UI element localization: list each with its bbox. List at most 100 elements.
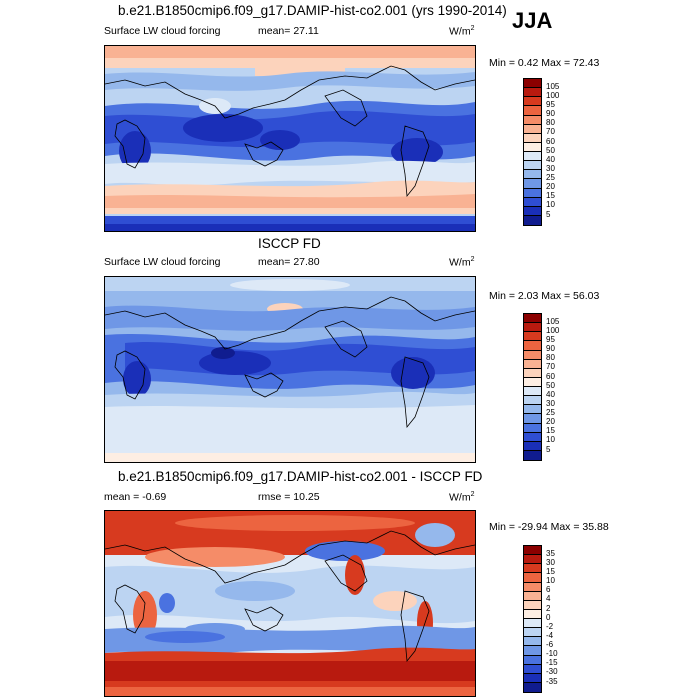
panel2-tick: 100 [546,326,560,335]
panel2-colorbar-bin [524,405,541,415]
panel1-tick: 105 [546,82,560,91]
panel1-colorbar-bin [524,161,541,171]
panel3-colorbar-bin [524,637,541,647]
panel2-colorbar-bin [524,350,541,360]
panel2-colorbar-bin [524,414,541,424]
panel1-tick: 70 [546,127,555,136]
panel1-mean: mean= 27.11 [258,25,319,37]
panel1-tick: 15 [546,191,555,200]
panel1-colorbar-bin [524,179,541,189]
panel1-colorbar-bin [524,124,541,134]
panel2-tick: 15 [546,426,555,435]
panel2-colorbar [523,313,542,461]
panel3-colorbar-bin [524,555,541,565]
panel1-colorbar-bin [524,97,541,107]
panel1-units: W/m2 [449,25,475,38]
panel3-colorbar-bin [524,682,541,692]
panel3-colorbar-bin [524,673,541,683]
panel1-colorbar-bin [524,170,541,180]
panel1-tick: 60 [546,137,555,146]
panel3-colorbar [523,545,542,693]
panel3-colorbar-bin [524,646,541,656]
panel2-colorbar-bin [524,432,541,442]
panel1-colorbar-bin [524,188,541,198]
panel1-tick: 90 [546,109,555,118]
panel2-units: W/m2 [449,256,475,269]
season-label: JJA [512,8,553,33]
panel1-tick: 100 [546,91,560,100]
panel2-tick: 25 [546,408,555,417]
panel3-colorbar-bin [524,628,541,638]
panel3-tick: 10 [546,576,555,585]
panel1-tick: 20 [546,182,555,191]
panel2-tick: 95 [546,335,555,344]
panel1-tick: 10 [546,200,555,209]
panel2-colorbar-bin [524,441,541,451]
panel3-tick: -30 [546,667,558,676]
panel2-colorbar-bin [524,323,541,333]
panel3-rmse: rmse = 10.25 [258,491,320,503]
panel3-tick: 30 [546,558,555,567]
panel2-map [104,276,476,463]
panel2-tick: 50 [546,381,555,390]
panel1-colorbar-bin [524,115,541,125]
panel3-colorbar-bin [524,655,541,665]
panel1-colorbar-bin [524,106,541,116]
panel2-colorbar-bin [524,396,541,406]
panel1-colorbar-bin [524,215,541,225]
panel3-tick: -15 [546,658,558,667]
panel1-tick: 5 [546,210,551,219]
panel3-minmax: Min = -29.94 Max = 35.88 [489,521,609,533]
panel3-tick: 6 [546,585,551,594]
panel3-colorbar-bin [524,600,541,610]
panel1-colorbar-bin [524,206,541,216]
panel1-colorbar-bin [524,79,541,89]
panel1-tick: 95 [546,100,555,109]
panel2-tick: 10 [546,435,555,444]
panel2-tick: 30 [546,399,555,408]
panel3-colorbar-bin [524,564,541,574]
panel1-colorbar-bin [524,133,541,143]
panel1-tick: 40 [546,155,555,164]
panel1-colorbar-bin [524,88,541,98]
panel2-tick: 80 [546,353,555,362]
panel3-tick: 0 [546,613,551,622]
panel3-colorbar-bin [524,609,541,619]
panel1-map [104,45,476,232]
panel2-tick: 20 [546,417,555,426]
panel3-mean: mean = -0.69 [104,491,167,503]
panel1-tick: 50 [546,146,555,155]
panel1-colorbar [523,78,542,226]
panel2-tick: 40 [546,390,555,399]
panel2-tick: 90 [546,344,555,353]
panel3-colorbar-bin [524,591,541,601]
panel3-colorbar-bin [524,664,541,674]
panel2-colorbar-bin [524,450,541,460]
panel3-tick: -10 [546,649,558,658]
panel3-tick: 15 [546,567,555,576]
panel2-map-field [105,277,475,462]
panel3-colorbar-bin [524,619,541,629]
panel2-variable-label: Surface LW cloud forcing [104,256,221,268]
panel1-tick: 25 [546,173,555,182]
panel3-tick: -6 [546,640,554,649]
panel2-tick: 70 [546,362,555,371]
panel2-tick: 60 [546,372,555,381]
panel2-title: ISCCP FD [258,236,321,251]
panel1-colorbar-bin [524,197,541,207]
panel3-tick: 35 [546,549,555,558]
panel2-mean: mean= 27.80 [258,256,320,268]
panel2-colorbar-bin [524,314,541,324]
panel3-map [104,510,476,697]
panel2-colorbar-bin [524,377,541,387]
panel3-units: W/m2 [449,491,475,504]
panel1-minmax: Min = 0.42 Max = 72.43 [489,57,600,69]
panel3-tick: 2 [546,604,551,613]
panel3-tick: -4 [546,631,554,640]
panel3-colorbar-bin [524,573,541,583]
panel2-tick: 5 [546,445,551,454]
panel1-colorbar-bin [524,152,541,162]
panel1-map-field [105,46,475,231]
panel3-tick: -2 [546,622,554,631]
panel3-tick: -35 [546,677,558,686]
